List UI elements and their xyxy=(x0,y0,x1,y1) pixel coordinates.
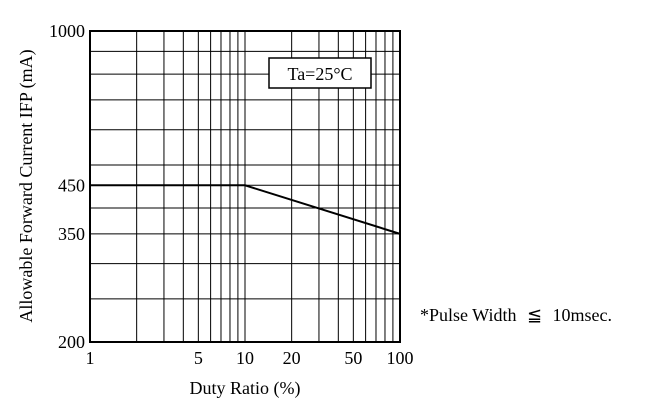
y-tick-label: 450 xyxy=(58,175,85,195)
x-tick-label: 20 xyxy=(283,348,301,368)
plot-frame xyxy=(89,30,401,343)
x-tick-label: 10 xyxy=(236,348,254,368)
y-tick-labels: 200 350 450 1000 xyxy=(49,21,85,352)
y-axis-label: Allowable Forward Current IFP (mA) xyxy=(16,49,37,322)
x-tick-label: 50 xyxy=(344,348,362,368)
pulse-width-note-prefix: *Pulse Width xyxy=(420,305,516,325)
condition-box xyxy=(268,57,372,89)
x-axis-label: Duty Ratio (%) xyxy=(190,378,301,399)
x-tick-label: 5 xyxy=(194,348,203,368)
x-tick-labels: 1 5 10 20 50 100 xyxy=(86,348,414,368)
condition-label: Ta=25°C xyxy=(287,64,352,84)
x-tick-label: 100 xyxy=(387,348,414,368)
y-tick-label: 200 xyxy=(58,332,85,352)
y-tick-label: 350 xyxy=(58,224,85,244)
pulse-width-note-value: 10msec. xyxy=(553,305,612,325)
y-tick-label: 1000 xyxy=(49,21,85,41)
pulse-width-note: *Pulse Width ≦ 10msec. xyxy=(420,305,612,325)
x-tick-label: 1 xyxy=(86,348,95,368)
series-line xyxy=(90,184,401,235)
le-symbol: ≦ xyxy=(527,305,542,325)
